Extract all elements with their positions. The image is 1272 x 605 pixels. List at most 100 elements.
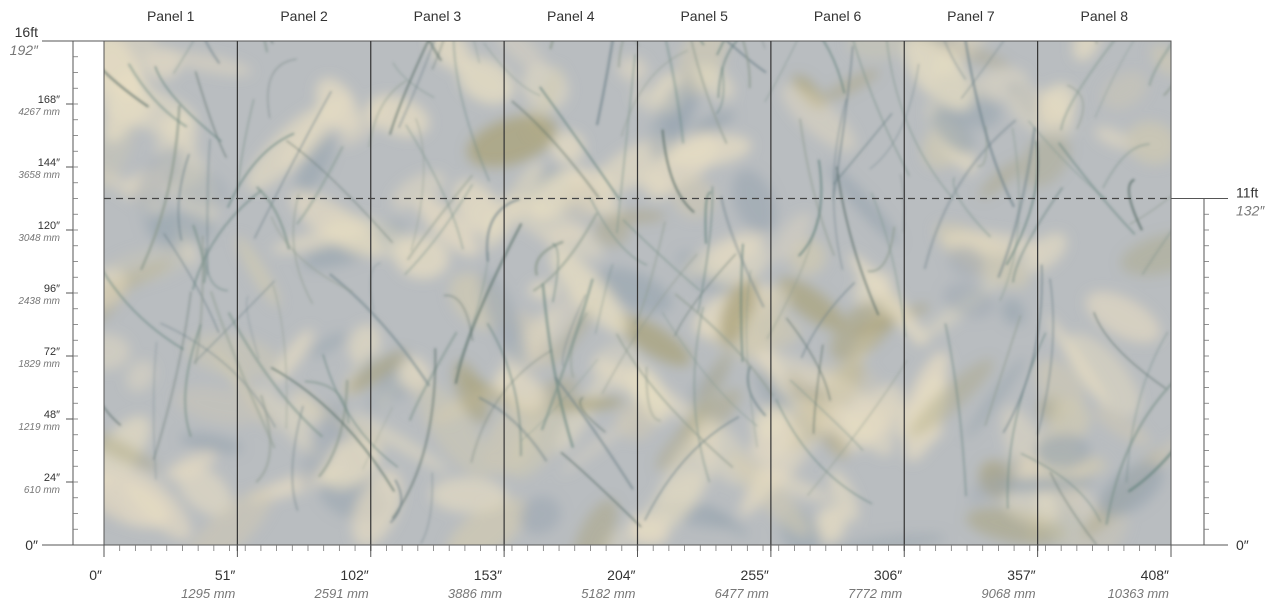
grass-stroke bbox=[836, 166, 880, 316]
bottom-scale-major-ticks: 0″ 51″ 1295 mm 102″ 2591 mm 153″ 3886 mm 204″ 51… bbox=[89, 545, 1172, 601]
grass-stroke bbox=[410, 118, 425, 252]
brush-patch bbox=[691, 111, 736, 134]
brush-patch bbox=[780, 84, 857, 152]
grass-stroke bbox=[541, 283, 574, 448]
panel-dividers bbox=[236, 41, 1039, 551]
brush-patch bbox=[182, 488, 272, 545]
brush-patch bbox=[271, 224, 374, 254]
grass-stroke bbox=[620, 50, 688, 137]
brush-patch bbox=[104, 68, 145, 143]
brush-patch bbox=[631, 471, 704, 545]
grass-stroke bbox=[1012, 187, 1064, 283]
grass-stroke bbox=[798, 159, 823, 257]
grass-stroke bbox=[389, 41, 430, 135]
panel-label: Panel 3 bbox=[414, 8, 462, 24]
grass-stroke bbox=[140, 105, 181, 271]
grass-stroke bbox=[408, 331, 458, 421]
grass-stroke bbox=[886, 41, 954, 200]
grass-stroke bbox=[404, 184, 473, 275]
brush-patch bbox=[965, 356, 1026, 439]
right-scale-in: 132″ bbox=[1236, 203, 1265, 219]
brush-patch bbox=[648, 81, 693, 159]
brush-patch bbox=[543, 226, 591, 242]
grass-stroke bbox=[690, 41, 728, 144]
brush-patch bbox=[846, 41, 907, 61]
panel-label: Panel 1 bbox=[147, 8, 195, 24]
grass-stroke bbox=[1020, 453, 1101, 523]
grass-stroke bbox=[661, 129, 695, 213]
brush-patch bbox=[1120, 232, 1171, 276]
grass-stroke bbox=[431, 41, 445, 70]
grass-stroke bbox=[807, 360, 908, 496]
brush-patch bbox=[1085, 291, 1161, 343]
bottom-tick-mm-label: 5182 mm bbox=[581, 586, 635, 601]
brush-patch bbox=[104, 41, 156, 96]
grass-stroke bbox=[256, 186, 290, 250]
grass-stroke bbox=[674, 253, 737, 337]
mural-brush-patches bbox=[104, 41, 1171, 545]
grass-stroke bbox=[291, 405, 304, 511]
grass-stroke bbox=[589, 197, 648, 266]
grass-stroke bbox=[407, 174, 473, 261]
grass-stroke bbox=[455, 251, 490, 370]
grass-stroke bbox=[329, 273, 431, 387]
brush-patch bbox=[827, 164, 901, 245]
grass-stroke bbox=[704, 191, 712, 244]
brush-patch bbox=[943, 282, 995, 319]
grass-stroke bbox=[693, 306, 711, 483]
left-height-scale: 168″4267 mm 144″3658 mm 120″3048 mm 96″2438… bbox=[10, 24, 104, 553]
grass-stroke bbox=[153, 291, 192, 460]
grass-stroke bbox=[964, 41, 1015, 208]
panel-label: Panel 5 bbox=[680, 8, 728, 24]
grass-stroke bbox=[1148, 42, 1171, 86]
brush-patch bbox=[1003, 489, 1062, 525]
grass-stroke bbox=[1049, 471, 1097, 545]
right-scale-ft: 11ft bbox=[1236, 185, 1258, 201]
brush-patch bbox=[296, 131, 335, 195]
grass-stroke bbox=[789, 379, 864, 451]
grass-stroke bbox=[869, 63, 920, 170]
grass-stroke bbox=[163, 233, 220, 333]
brush-patch bbox=[770, 212, 812, 263]
brush-patch bbox=[1048, 399, 1091, 441]
grass-stroke bbox=[999, 127, 1020, 301]
grass-stroke bbox=[799, 118, 835, 256]
brush-patch bbox=[256, 383, 321, 460]
grass-stroke bbox=[296, 146, 344, 225]
grass-stroke bbox=[562, 294, 586, 367]
grass-stroke bbox=[127, 63, 188, 128]
brush-patch bbox=[445, 497, 528, 545]
brush-patch bbox=[467, 115, 557, 167]
grass-stroke bbox=[1105, 382, 1171, 525]
left-tick-mm-label: 4267 mm bbox=[18, 107, 60, 118]
grass-stroke bbox=[270, 216, 353, 293]
grass-stroke bbox=[900, 174, 905, 233]
brush-patch bbox=[666, 134, 752, 168]
grass-stroke bbox=[195, 71, 227, 158]
grass-stroke bbox=[206, 138, 212, 276]
grass-stroke bbox=[362, 406, 393, 470]
brush-patch bbox=[279, 92, 352, 171]
brush-patch bbox=[324, 213, 412, 258]
bottom-tick-inch-label: 357″ bbox=[1007, 567, 1035, 583]
brush-patch bbox=[560, 180, 603, 221]
bottom-tick-inch-label: 204″ bbox=[607, 567, 635, 583]
left-scale-major-ticks: 168″4267 mm 144″3658 mm 120″3048 mm 96″2438… bbox=[17, 94, 73, 496]
grass-stroke bbox=[697, 186, 714, 313]
right-scale-minor-ticks bbox=[1204, 213, 1209, 530]
brush-patch bbox=[991, 476, 1095, 493]
grass-stroke bbox=[1094, 41, 1135, 119]
mural-grass-strokes bbox=[104, 41, 1171, 545]
panel-label: Panel 6 bbox=[814, 8, 862, 24]
grass-stroke bbox=[871, 192, 907, 338]
bottom-tick-inch-label: 255″ bbox=[741, 567, 769, 583]
grass-stroke bbox=[786, 317, 831, 401]
bottom-tick-inch-label: 408″ bbox=[1141, 567, 1169, 583]
grass-stroke bbox=[1060, 41, 1116, 131]
grass-stroke bbox=[521, 358, 598, 441]
grass-stroke bbox=[764, 41, 798, 102]
grass-stroke bbox=[511, 100, 600, 199]
grass-stroke bbox=[483, 42, 541, 96]
brush-patch bbox=[1035, 358, 1084, 413]
brush-patch bbox=[180, 433, 243, 454]
